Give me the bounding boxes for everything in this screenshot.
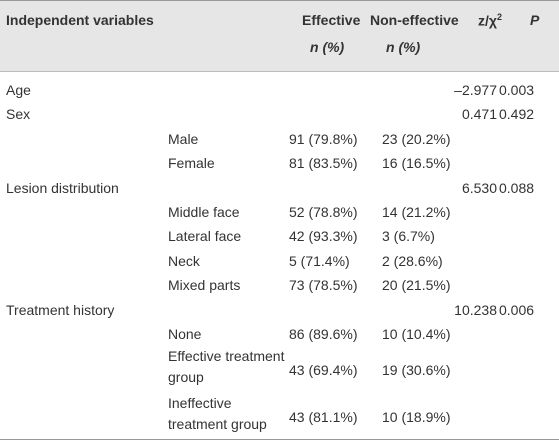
row-sublabel: Neck [168,252,200,269]
header-superscript: 2 [496,12,502,22]
row-sublabel: Lateral face [168,228,242,245]
header-subcell: n (%) [310,39,345,55]
header-subcell: n (%) [386,39,421,55]
non-effective-cell: 10 (10.4%) [382,326,451,342]
stat-cell: 0.471 [461,106,497,123]
stat-cell: 10.238 [454,301,497,318]
non-effective-cell: 16 (16.5%) [382,155,451,172]
effective-cell: 43 (81.1%) [289,408,358,425]
p-cell: 0.492 [499,106,535,123]
row-sublabel: Female [168,155,215,172]
effective-cell: 42 (93.3%) [289,228,358,245]
row-sublabel: Middle face [168,204,240,220]
header-cell: Effective [302,12,361,28]
header-cell: Non-effective [370,12,459,28]
header-cell: Independent variables [6,12,154,28]
p-cell: 0.088 [499,179,535,196]
table-header: Independent variables Effective Non-effe… [0,0,559,72]
effective-cell: 86 (89.6%) [289,326,358,342]
row-label: Age [6,82,31,98]
header-cell: z/χ2 [478,12,502,29]
row-sublabel: Male [168,130,199,147]
row-label: Treatment history [6,301,115,318]
non-effective-cell: 20 (21.5%) [382,277,451,294]
row-sublabel: None [168,326,202,342]
p-cell: 0.003 [499,82,535,98]
row-sublabel: Effective treatment group [168,348,285,386]
stat-cell: 6.530 [461,179,497,196]
row-label: Lesion distribution [6,179,119,196]
effective-cell: 5 (71.4%) [289,252,350,269]
p-cell: 0.006 [499,301,535,318]
bottom-rule [0,439,559,440]
header-text: z/χ [478,12,497,29]
non-effective-cell: 2 (28.6%) [382,252,443,269]
header-cell: P [530,12,540,28]
non-effective-cell: 23 (20.2%) [382,130,451,147]
row-label: Sex [6,106,31,123]
effective-cell: 52 (78.8%) [289,204,358,220]
non-effective-cell: 14 (21.2%) [382,204,451,220]
effective-cell: 43 (69.4%) [289,361,358,378]
effective-cell: 73 (78.5%) [289,277,358,294]
row-sublabel: Mixed parts [168,277,241,294]
stat-cell: –2.977 [454,82,497,98]
non-effective-cell: 10 (18.9%) [382,408,451,425]
non-effective-cell: 3 (6.7%) [382,228,435,245]
row-sublabel: Ineffective treatment group [168,395,267,433]
effective-cell: 91 (79.8%) [289,130,358,147]
non-effective-cell: 19 (30.6%) [382,361,451,378]
effective-cell: 81 (83.5%) [289,155,358,172]
